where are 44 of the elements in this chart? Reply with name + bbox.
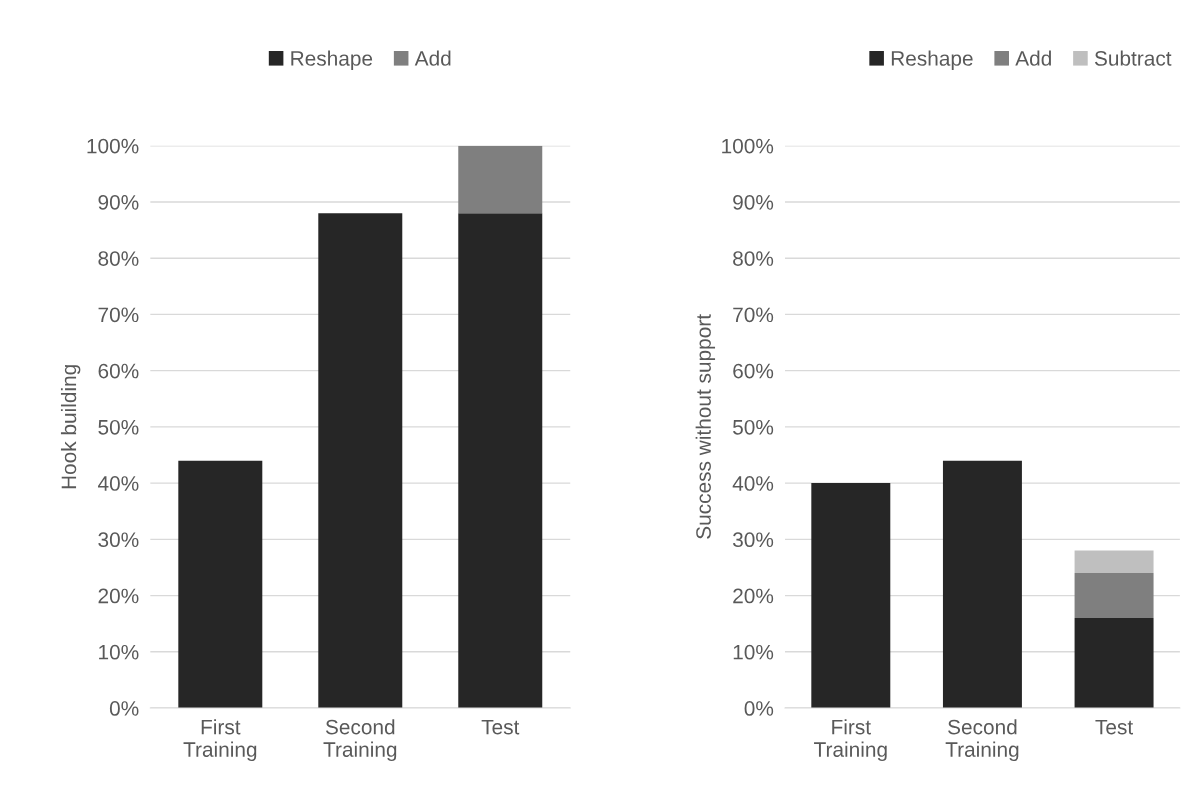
x-tick-label: First Training — [183, 719, 257, 762]
bar — [458, 213, 543, 709]
legend-label: Subtract — [1094, 50, 1172, 66]
x-tick-label: Second Training — [945, 719, 1019, 762]
y-tick-label: 0% — [109, 701, 139, 716]
legend-label: Reshape — [291, 50, 373, 70]
y-tick-label: 20% — [733, 588, 774, 604]
y-tick-label: 80% — [98, 251, 139, 266]
bar — [458, 145, 543, 214]
bar — [811, 483, 891, 709]
y-tick-label: 60% — [733, 363, 774, 379]
x-tick-label: First Training — [814, 719, 887, 762]
y-tick-label: 40% — [732, 476, 774, 491]
y-tick-label: 30% — [98, 532, 139, 548]
y-tick-label: 20% — [98, 588, 139, 604]
y-axis-title: Hook building — [60, 365, 81, 489]
y-tick-label: 50% — [98, 419, 139, 435]
bar — [1074, 618, 1154, 709]
y-tick-label: 50% — [733, 419, 774, 435]
y-tick-label: 70% — [98, 307, 139, 323]
y-tick-label: 30% — [732, 532, 774, 548]
x-tick-label: Second Training — [323, 719, 397, 762]
y-tick-label: 80% — [733, 251, 774, 266]
bar — [942, 460, 1022, 709]
y-tick-label: 90% — [98, 194, 139, 210]
y-tick-label: 100% — [722, 138, 774, 154]
y-tick-label: 70% — [733, 307, 774, 323]
x-tick-label: Test — [481, 719, 520, 735]
bar — [318, 213, 403, 709]
bar — [1074, 573, 1154, 619]
y-axis-title: Success without support — [695, 314, 716, 539]
y-tick-label: 0% — [744, 701, 774, 716]
bar — [1074, 550, 1154, 574]
y-tick-label: 90% — [733, 194, 774, 210]
y-tick-label: 10% — [733, 644, 774, 660]
legend-label: Reshape — [891, 50, 973, 70]
y-tick-label: 100% — [87, 138, 139, 154]
y-tick-label: 40% — [97, 476, 139, 491]
legend-label: Add — [414, 50, 451, 66]
y-tick-label: 10% — [99, 644, 139, 660]
bar — [178, 460, 263, 709]
x-tick-label: Test — [1095, 719, 1134, 735]
legend-label: Add — [1015, 50, 1051, 66]
y-tick-label: 60% — [98, 363, 139, 379]
